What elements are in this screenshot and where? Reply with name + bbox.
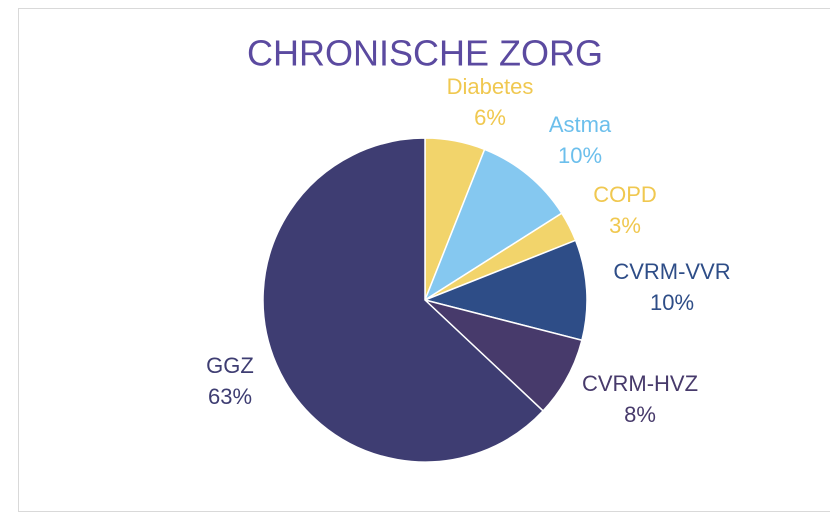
slice-label: Diabetes [447,74,534,99]
chart-title: CHRONISCHE ZORG [247,33,603,74]
slice-value-label: 6% [474,105,506,130]
slice-value-label: 10% [650,290,694,315]
slice-value-label: 10% [558,143,602,168]
slice-label: GGZ [206,353,254,378]
pie-slice [423,148,563,302]
slice-value-label: 3% [609,213,641,238]
slice-label: CVRM-VVR [613,259,730,284]
pie-slice [422,239,588,342]
slice-label: Astma [549,112,612,137]
slice-value-label: 8% [624,402,656,427]
slice-label: COPD [593,182,657,207]
slice-label: CVRM-HVZ [582,371,698,396]
slice-value-label: 63% [208,384,252,409]
pie-slice [262,137,545,463]
